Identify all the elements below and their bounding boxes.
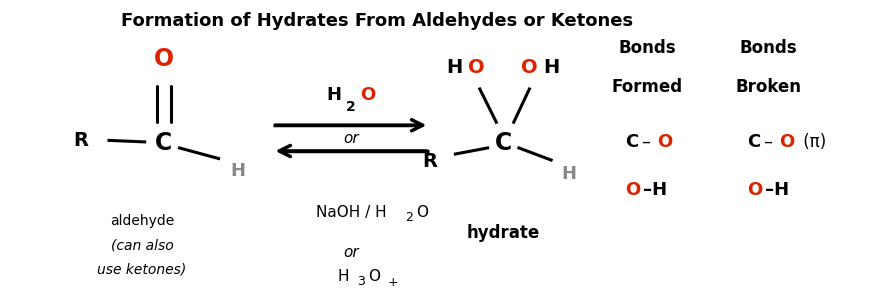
- Text: O: O: [780, 133, 795, 151]
- Text: O: O: [747, 181, 762, 199]
- Text: H: H: [561, 165, 576, 183]
- Text: Bonds: Bonds: [740, 39, 797, 57]
- Text: H: H: [338, 269, 350, 284]
- Text: (π): (π): [798, 133, 827, 151]
- Text: or: or: [343, 245, 359, 260]
- Text: use ketones): use ketones): [97, 263, 187, 277]
- Text: O: O: [520, 58, 537, 77]
- Text: –: –: [641, 133, 650, 151]
- Text: C: C: [495, 132, 512, 156]
- Text: R: R: [74, 131, 88, 150]
- Text: Formation of Hydrates From Aldehydes or Ketones: Formation of Hydrates From Aldehydes or …: [121, 12, 633, 30]
- Text: or: or: [343, 131, 359, 146]
- Text: 3: 3: [357, 275, 365, 288]
- Text: 2: 2: [346, 100, 356, 114]
- Text: H: H: [447, 58, 463, 77]
- Text: C: C: [625, 133, 639, 151]
- Text: H: H: [230, 162, 245, 180]
- Text: Bonds: Bonds: [618, 39, 675, 57]
- Text: C: C: [747, 133, 760, 151]
- Text: O: O: [416, 205, 428, 221]
- Text: O: O: [154, 47, 173, 71]
- Text: H: H: [327, 86, 342, 104]
- Text: hydrate: hydrate: [467, 224, 540, 241]
- Text: O: O: [625, 181, 640, 199]
- Text: C: C: [155, 132, 173, 156]
- Text: 2: 2: [405, 212, 413, 225]
- Text: Formed: Formed: [611, 79, 682, 96]
- Text: H: H: [543, 58, 560, 77]
- Text: O: O: [360, 86, 375, 104]
- Text: (can also: (can also: [110, 239, 173, 253]
- Text: +: +: [387, 277, 398, 290]
- Text: O: O: [657, 133, 673, 151]
- Text: R: R: [422, 152, 437, 171]
- Text: –H: –H: [766, 181, 789, 199]
- Text: O: O: [369, 269, 380, 284]
- Text: aldehyde: aldehyde: [110, 214, 174, 229]
- Text: –: –: [763, 133, 772, 151]
- Text: Broken: Broken: [736, 79, 802, 96]
- Text: O: O: [469, 58, 485, 77]
- Text: NaOH / H: NaOH / H: [315, 205, 386, 221]
- Text: –H: –H: [644, 181, 668, 199]
